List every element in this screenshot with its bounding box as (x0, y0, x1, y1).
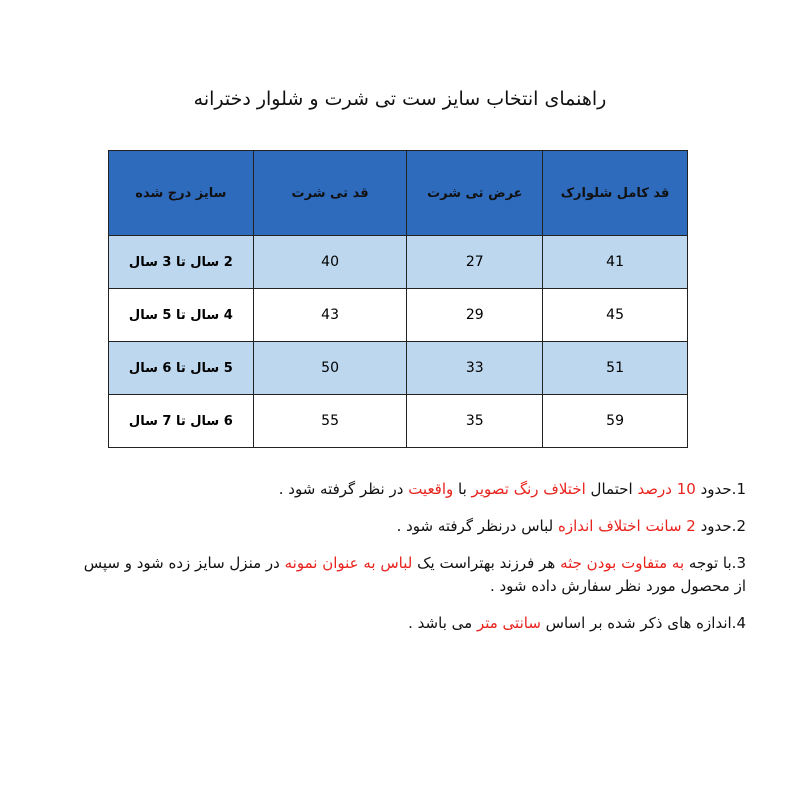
value-cell: 55 (252, 394, 408, 448)
note: 3.با توجه به متفاوت بودن جثه هر فرزند به… (80, 552, 746, 598)
note: 4.اندازه های ذکر شده بر اساس سانتی متر م… (80, 612, 746, 635)
value-cell: 50 (252, 341, 408, 395)
note-text: لباس درنظر گرفته شود . (396, 517, 558, 535)
size-cell: 5 سال تا 6 سال (108, 341, 254, 395)
note-text: 10 درصد (637, 480, 696, 498)
size-cell: 6 سال تا 7 سال (108, 394, 254, 448)
header-row: سایز درج شده قد تی شرت عرض تی شرت قد کامل ش… (108, 150, 688, 236)
value-cell: 41 (542, 235, 688, 289)
note: 2.حدود 2 سانت اختلاف اندازه لباس درنظر گ… (80, 515, 746, 538)
note-text: در نظر گرفته شود . (278, 480, 409, 498)
note-text: 2 سانت اختلاف اندازه (557, 517, 696, 535)
header-cell: سایز درج شده (108, 150, 254, 236)
size-cell: 2 سال تا 3 سال (108, 235, 254, 289)
note: 1.حدود 10 درصد احتمال اختلاف رنگ تصویر ب… (80, 478, 746, 501)
note-text: 1.حدود (695, 480, 746, 498)
table-body: 2 سال تا 3 سال 40 27 41 4 سال تا 5 سال 43 29 45… (108, 235, 688, 448)
table-row: 6 سال تا 7 سال 55 35 59 (108, 394, 688, 448)
note-text: هر فرزند بهتراست یک (412, 554, 561, 572)
value-cell: 40 (252, 235, 408, 289)
header-cell: قد تی شرت (252, 150, 408, 236)
value-cell: 59 (542, 394, 688, 448)
note-text: با (453, 480, 472, 498)
value-cell: 45 (542, 288, 688, 342)
notes: 1.حدود 10 درصد احتمال اختلاف رنگ تصویر ب… (80, 478, 746, 649)
value-cell: 43 (252, 288, 408, 342)
table-row: 2 سال تا 3 سال 40 27 41 (108, 235, 688, 289)
note-text: سانتی متر (476, 614, 541, 632)
header-cell: قد کامل شلوارک (542, 150, 688, 236)
note-text: به متفاوت بودن جثه (560, 554, 685, 572)
value-cell: 51 (542, 341, 688, 395)
title: راهنمای انتخاب سایز ست تی شرت و شلوار دخ… (193, 88, 607, 110)
value-cell: 27 (406, 235, 544, 289)
table-row: 4 سال تا 5 سال 43 29 45 (108, 288, 688, 342)
value-cell: 35 (406, 394, 544, 448)
note-text: واقعیت (408, 480, 454, 498)
note-text: لباس به عنوان نمونه (284, 554, 413, 572)
note-text: 2.حدود (695, 517, 746, 535)
note-text: در منزل سایز زده شود و سپس از محصول مورد… (83, 554, 746, 595)
note-text: 3.با توجه (684, 554, 746, 572)
note-text: 4.اندازه های ذکر شده بر اساس (540, 614, 746, 632)
note-text: احتمال (585, 480, 638, 498)
value-cell: 33 (406, 341, 544, 395)
header-cell: عرض تی شرت (406, 150, 544, 236)
size-cell: 4 سال تا 5 سال (108, 288, 254, 342)
note-text: می باشد . (408, 614, 477, 632)
note-text: اختلاف رنگ تصویر (471, 480, 586, 498)
value-cell: 29 (406, 288, 544, 342)
table-row: 5 سال تا 6 سال 50 33 51 (108, 341, 688, 395)
size-table: سایز درج شده قد تی شرت عرض تی شرت قد کامل ش… (108, 150, 688, 448)
